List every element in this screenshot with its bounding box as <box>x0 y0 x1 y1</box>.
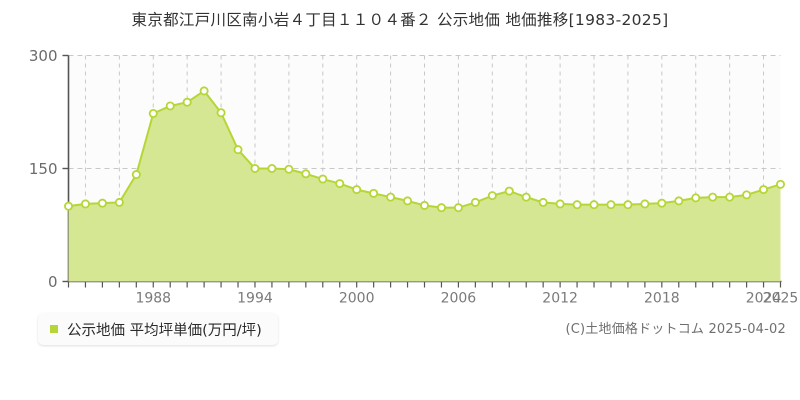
data-point-marker[interactable] <box>114 197 124 207</box>
data-point-marker[interactable] <box>742 190 752 200</box>
data-point-marker[interactable] <box>623 200 633 210</box>
data-point-marker[interactable] <box>352 185 362 195</box>
tick-label-y: 150 <box>29 160 58 178</box>
data-point-marker[interactable] <box>419 200 429 210</box>
data-point-marker[interactable] <box>250 163 260 173</box>
tick-label-x: 2025 <box>763 291 799 307</box>
data-point-marker[interactable] <box>318 174 328 184</box>
data-point-marker[interactable] <box>335 179 345 189</box>
data-point-marker[interactable] <box>521 192 531 202</box>
data-point-marker[interactable] <box>555 199 565 209</box>
data-point-marker[interactable] <box>403 196 413 206</box>
page-title: 東京都江戸川区南小岩４丁目１１０４番２ 公示地価 地価推移[1983-2025] <box>131 11 669 29</box>
tick-label-x: 2006 <box>441 291 477 307</box>
data-point-marker[interactable] <box>369 188 379 198</box>
data-point-marker[interactable] <box>199 86 209 96</box>
data-point-marker[interactable] <box>759 185 769 195</box>
data-point-marker[interactable] <box>487 191 497 201</box>
tick-label-x: 2024 <box>746 291 782 307</box>
tick-label-x: 1988 <box>135 291 171 307</box>
data-point-marker[interactable] <box>148 109 158 119</box>
data-point-marker[interactable] <box>708 192 718 202</box>
data-point-marker[interactable] <box>725 192 735 202</box>
data-point-marker[interactable] <box>301 169 311 179</box>
data-point-marker[interactable] <box>572 200 582 210</box>
tick-label-y: 300 <box>29 47 58 65</box>
tick-label-x: 2012 <box>542 291 578 307</box>
data-point-marker[interactable] <box>538 197 548 207</box>
data-point-marker[interactable] <box>640 199 650 209</box>
data-point-marker[interactable] <box>776 179 786 189</box>
data-point-marker[interactable] <box>216 108 226 118</box>
tick-label-x: 1994 <box>237 291 273 307</box>
data-point-marker[interactable] <box>691 193 701 203</box>
data-point-marker[interactable] <box>436 203 446 213</box>
data-point-marker[interactable] <box>606 200 616 210</box>
data-point-marker[interactable] <box>386 192 396 202</box>
data-point-marker[interactable] <box>165 101 175 111</box>
tick-label-y: 0 <box>48 273 58 291</box>
chart-legend[interactable]: 公示地価 平均坪単価(万円/坪) <box>38 313 278 345</box>
data-point-marker[interactable] <box>267 163 277 173</box>
data-point-marker[interactable] <box>284 164 294 174</box>
data-point-marker[interactable] <box>504 186 514 196</box>
data-point-marker[interactable] <box>64 201 74 211</box>
data-point-marker[interactable] <box>470 197 480 207</box>
legend-swatch-icon <box>50 325 58 333</box>
data-point-marker[interactable] <box>233 145 243 155</box>
tick-label-x: 2018 <box>644 291 680 307</box>
data-point-marker[interactable] <box>131 170 141 180</box>
series-area <box>68 90 781 282</box>
data-point-marker[interactable] <box>97 198 107 208</box>
data-point-marker[interactable] <box>657 198 667 208</box>
data-point-marker[interactable] <box>589 200 599 210</box>
data-point-marker[interactable] <box>80 199 90 209</box>
data-point-marker[interactable] <box>453 203 463 213</box>
copyright-credit: (C)土地価格ドットコム 2025-04-02 <box>565 322 786 337</box>
legend-item-label: 公示地価 平均坪単価(万円/坪) <box>67 322 262 339</box>
data-point-marker[interactable] <box>674 196 684 206</box>
data-point-marker[interactable] <box>182 97 192 107</box>
tick-label-x: 2000 <box>339 291 375 307</box>
